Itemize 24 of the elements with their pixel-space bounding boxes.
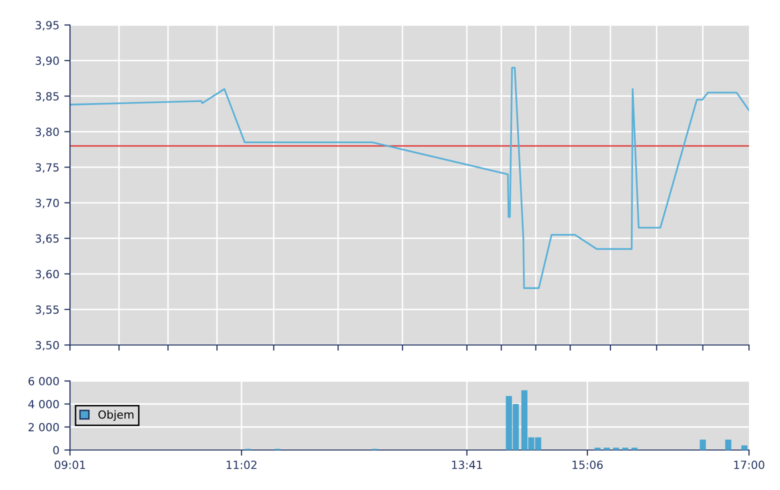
y-tick-label: 3,65 [36,234,59,244]
bar [725,440,732,450]
line-series [70,66,749,289]
bar [741,445,748,450]
bar [700,440,706,450]
y-tick-label: 3,75 [36,163,59,173]
x-tick-label: 17:00 [734,460,764,470]
y-tick-label: 3,55 [36,305,59,315]
y-tick-label: 3,95 [36,20,59,31]
y-tick-label: 3,90 [36,56,59,66]
y-tick-label: 3,60 [36,270,59,280]
y-tick-label: 6 000 [28,376,59,386]
x-tick-label: 09:01 [54,460,85,470]
y-tick-label: 3,50 [36,340,59,351]
x-tick-label: 13:41 [452,460,482,470]
x-tick-label: 15:06 [572,460,603,470]
legend-label: Objem [98,410,134,421]
y-tick-label: 4 000 [28,400,59,408]
y-tick-label: 3,80 [36,128,59,138]
y-tick-label: 3,70 [36,198,59,208]
y-tick-label: 0 [53,446,59,454]
x-tick-label: 11:02 [226,460,256,470]
y-tick-label: 3,85 [36,92,59,102]
y-tick-label: 2 000 [28,422,59,432]
